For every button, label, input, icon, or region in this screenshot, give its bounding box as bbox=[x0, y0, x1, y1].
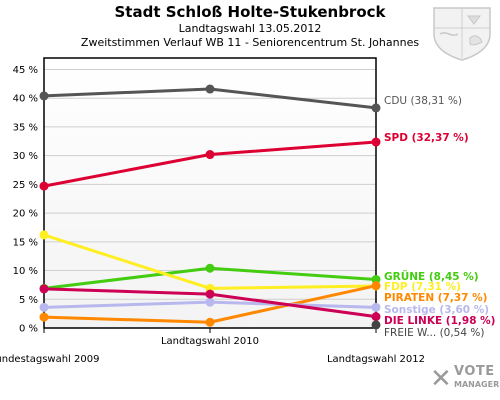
series-1 bbox=[39, 137, 381, 191]
data-point bbox=[205, 263, 215, 273]
y-tick-label: 30 % bbox=[13, 151, 38, 162]
data-point bbox=[371, 137, 381, 147]
y-tick-label: 35 % bbox=[13, 122, 38, 133]
data-point bbox=[205, 150, 215, 160]
series-lines bbox=[39, 84, 381, 330]
series-label: PIRATEN (7,37 %) bbox=[384, 292, 487, 304]
y-tick-label: 45 % bbox=[13, 65, 38, 76]
y-axis-labels: 0 % 5 % 10 % 15 % 20 % 25 % 30 % 35 % 40 % 45 % bbox=[13, 65, 38, 335]
chart-subtitle-election: Landtagswahl 13.05.2012 bbox=[178, 22, 322, 35]
data-point bbox=[39, 230, 49, 240]
data-point bbox=[39, 284, 49, 294]
chart-title: Stadt Schloß Holte-Stukenbrock bbox=[114, 3, 386, 21]
series-0 bbox=[39, 84, 381, 113]
data-point bbox=[205, 289, 215, 299]
vote-manager-logo: ✕ VOTE MANAGER bbox=[430, 362, 500, 396]
vote-manager-mark-icon: ✕ bbox=[430, 364, 452, 394]
vote-manager-logo-line2: MANAGER bbox=[454, 380, 500, 389]
y-tick-label: 20 % bbox=[13, 209, 38, 220]
series-label: FDP (7,31 %) bbox=[384, 281, 461, 293]
chart-subtitle-district: Zweitstimmen Verlauf WB 11 - Seniorencen… bbox=[80, 36, 420, 49]
series-4 bbox=[39, 281, 381, 327]
data-point bbox=[371, 281, 381, 291]
y-tick-label: 40 % bbox=[13, 94, 38, 105]
data-point bbox=[371, 302, 381, 312]
data-point bbox=[39, 312, 49, 322]
y-tick-label: 0 % bbox=[19, 324, 38, 335]
x-tick-label: Landtagswahl 2012 bbox=[327, 354, 425, 365]
x-tick-label: Bundestagswahl 2009 bbox=[0, 354, 99, 365]
series-label: Sonstige (3,60 %) bbox=[384, 304, 489, 316]
data-point bbox=[371, 320, 381, 330]
data-point bbox=[39, 181, 49, 191]
data-point bbox=[39, 302, 49, 312]
data-point bbox=[371, 103, 381, 113]
series-label: SPD (32,37 %) bbox=[384, 132, 469, 144]
data-point bbox=[205, 317, 215, 327]
coat-of-arms-icon bbox=[433, 7, 491, 61]
data-point bbox=[371, 312, 381, 322]
series-label: GRÜNE (8,45 %) bbox=[384, 269, 479, 283]
vote-manager-logo-line1: VOTE bbox=[454, 364, 495, 379]
series-7 bbox=[371, 320, 381, 330]
series-labels: CDU (38,31 %) SPD (32,37 %) GRÜNE (8,45 %)… bbox=[384, 95, 495, 339]
y-tick-label: 25 % bbox=[13, 180, 38, 191]
data-point bbox=[205, 297, 215, 307]
series-label: CDU (38,31 %) bbox=[384, 95, 462, 107]
series-label: FREIE W... (0,54 %) bbox=[384, 327, 484, 339]
x-tick-label: Landtagswahl 2010 bbox=[161, 336, 259, 347]
y-tick-label: 15 % bbox=[13, 237, 38, 248]
series-5 bbox=[39, 297, 381, 312]
data-point bbox=[371, 274, 381, 284]
x-axis: Bundestagswahl 2009 Landtagswahl 2010 Land… bbox=[0, 328, 425, 365]
y-tick-label: 10 % bbox=[13, 266, 38, 277]
series-6 bbox=[39, 284, 381, 322]
series-label: DIE LINKE (1,98 %) bbox=[384, 315, 495, 327]
y-tick-label: 5 % bbox=[19, 295, 38, 306]
data-point bbox=[39, 91, 49, 101]
data-point bbox=[205, 84, 215, 94]
